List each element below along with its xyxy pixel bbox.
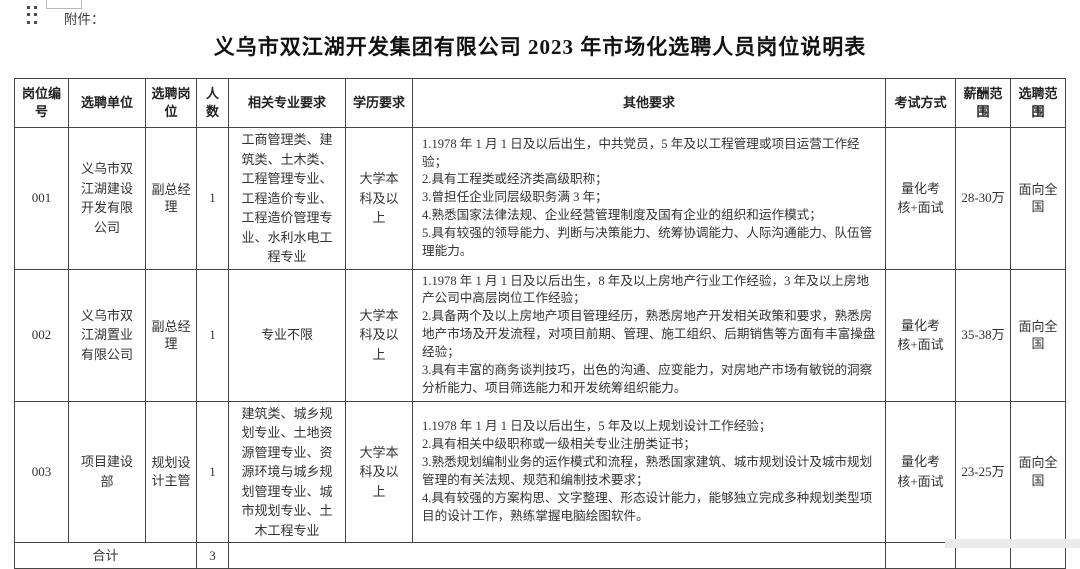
col-header-salary: 薪酬范围: [955, 78, 1011, 128]
background-strip: [945, 539, 1080, 548]
cell-exam: 量化考核+面试: [885, 400, 956, 544]
total-count: 3: [196, 542, 229, 569]
cell-education: 大学本科及以上: [345, 127, 413, 270]
col-header-code: 岗位编号: [14, 78, 69, 128]
total-row: 合计 3: [14, 542, 1066, 569]
page-title: 义乌市双江湖开发集团有限公司 2023 年市场化选聘人员岗位说明表: [213, 35, 867, 59]
cell-code: 001: [14, 127, 69, 270]
cell-count: 1: [196, 268, 229, 402]
cell-major: 专业不限: [228, 268, 346, 402]
col-header-position: 选聘岗位: [145, 78, 197, 128]
cursor-selection-box: [46, 0, 82, 9]
total-label: 合计: [14, 542, 197, 569]
col-header-scope: 选聘范围: [1010, 78, 1066, 128]
cell-exam: 量化考核+面试: [885, 127, 956, 270]
col-header-unit: 选聘单位: [68, 78, 146, 128]
col-header-exam: 考试方式: [885, 78, 956, 128]
cell-other-requirements: 1.1978 年 1 月 1 日及以后出生，中共党员，5 年及以工程管理或项目运…: [412, 127, 886, 270]
table-row: 002 义乌市双江湖置业有限公司 副总经理 1 专业不限 大学本科及以上 1.1…: [14, 268, 1066, 402]
cell-other-requirements: 1.1978 年 1 月 1 日及以后出生，5 年及以上规划设计工作经验； 2.…: [412, 400, 886, 544]
cell-scope: 面向全国: [1010, 268, 1066, 402]
cell-salary: 35-38万: [955, 268, 1011, 402]
cell-count: 1: [196, 127, 229, 270]
cell-education: 大学本科及以上: [345, 268, 413, 402]
position-description-table: 岗位编号 选聘单位 选聘岗位 人数 相关专业要求 学历要求 其他要求 考试方式 …: [14, 78, 1066, 569]
cell-education: 大学本科及以上: [345, 400, 413, 544]
col-header-count: 人数: [196, 78, 229, 128]
col-header-other: 其他要求: [412, 78, 886, 128]
cell-position: 副总经理: [145, 268, 197, 402]
cell-scope: 面向全国: [1010, 400, 1066, 544]
attachment-label: 附件：: [64, 12, 105, 27]
cell-exam: 量化考核+面试: [885, 268, 956, 402]
header-row: 岗位编号 选聘单位 选聘岗位 人数 相关专业要求 学历要求 其他要求 考试方式 …: [14, 78, 1066, 128]
cell-position: 规划设计主管: [145, 400, 197, 544]
table-row: 003 项目建设部 规划设计主管 1 建筑类、城乡规划专业、土地资源管理专业、资…: [14, 400, 1066, 544]
six-dots-handle-icon: [25, 4, 39, 26]
cell-count: 1: [196, 400, 229, 544]
total-empty-cell: [228, 542, 886, 569]
cell-salary: 23-25万: [955, 400, 1011, 544]
cell-scope: 面向全国: [1010, 127, 1066, 270]
cell-salary: 28-30万: [955, 127, 1011, 270]
cell-major: 建筑类、城乡规划专业、土地资源管理专业、资源环境与城乡规划管理专业、城市规划专业…: [228, 400, 346, 544]
col-header-major: 相关专业要求: [228, 78, 346, 128]
cell-major: 工商管理类、建筑类、土木类、工程管理专业、工程造价专业、工程造价管理专业、水利水…: [228, 127, 346, 270]
cell-unit: 义乌市双江湖置业有限公司: [68, 268, 146, 402]
cell-position: 副总经理: [145, 127, 197, 270]
cell-code: 002: [14, 268, 69, 402]
col-header-education: 学历要求: [345, 78, 413, 128]
cell-unit: 义乌市双江湖建设开发有限公司: [68, 127, 146, 270]
cell-other-requirements: 1.1978 年 1 月 1 日及以后出生，8 年及以上房地产行业工作经验，3 …: [412, 268, 886, 402]
table-row: 001 义乌市双江湖建设开发有限公司 副总经理 1 工商管理类、建筑类、土木类、…: [14, 127, 1066, 270]
cell-unit: 项目建设部: [68, 400, 146, 544]
cell-code: 003: [14, 400, 69, 544]
